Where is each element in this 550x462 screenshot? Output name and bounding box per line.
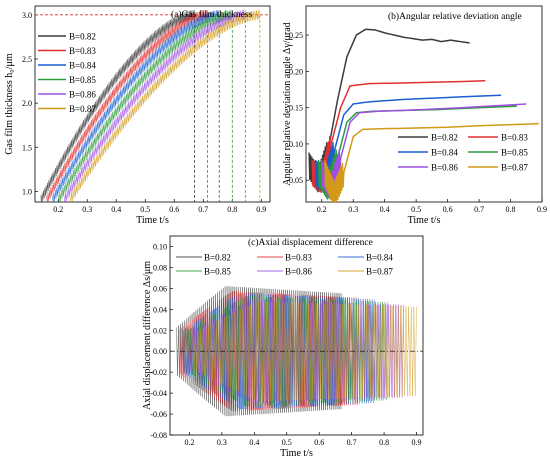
panel-c: 0.2 0.3 0.4 0.5 0.6 0.7 0.8 0.9 -0.08 -0.06 -0.04 -… <box>142 235 424 459</box>
x-tick-label: 0.7 <box>198 205 208 214</box>
y-tick-label: 0.02 <box>153 326 167 335</box>
x-tick-label: 0.4 <box>380 205 390 214</box>
y-tick-label: 0.06 <box>153 284 167 293</box>
series-line <box>52 9 220 202</box>
plot-frame <box>34 5 271 203</box>
y-tick-label: 0.10 <box>153 242 167 251</box>
x-axis-label: Time t/s <box>408 215 441 226</box>
y-tick-label: 1.5 <box>22 143 32 152</box>
series-line <box>46 9 208 202</box>
legend-label: B=0.87 <box>366 267 393 277</box>
x-tick-label: 0.2 <box>184 438 194 447</box>
y-tick-label: 2.5 <box>22 55 32 64</box>
y-tick-label: 0.05 <box>289 176 303 185</box>
x-tick-label: 0.2 <box>53 205 63 214</box>
plot-area <box>170 286 423 417</box>
x-tick-label: 0.4 <box>249 438 259 447</box>
legend-label: B=0.83 <box>69 46 96 56</box>
x-axis-label: Time t/s <box>136 215 169 226</box>
legend-label: B=0.86 <box>431 163 458 173</box>
panel-b: 0.2 0.3 0.4 0.5 0.6 0.7 0.8 0.9 0.05 0.10 0.15 0.20… <box>282 5 547 226</box>
y-tick-label: -0.06 <box>150 410 167 419</box>
legend-label: B=0.86 <box>285 267 312 277</box>
legend-label: B=0.85 <box>204 267 231 277</box>
legend-label: B=0.87 <box>501 163 528 173</box>
series-line <box>324 122 539 202</box>
x-tick-label: 0.5 <box>282 438 292 447</box>
legend-label: B=0.84 <box>431 148 458 158</box>
x-tick-label: 0.6 <box>443 205 453 214</box>
y-tick-label: 2.0 <box>22 99 32 108</box>
y-tick-label: 0.10 <box>289 140 303 149</box>
series-line <box>57 9 233 202</box>
legend-label: B=0.84 <box>366 253 393 263</box>
x-tick-label: 0.9 <box>256 205 266 214</box>
x-tick-label: 0.8 <box>227 205 237 214</box>
x-tick-label: 0.7 <box>474 205 484 214</box>
plot-frame <box>169 235 424 436</box>
x-tick-label: 0.4 <box>111 205 121 214</box>
x-tick-label: 0.6 <box>314 438 324 447</box>
series-line <box>69 9 261 202</box>
plot-area <box>308 28 539 202</box>
y-tick-label: -0.04 <box>150 389 167 398</box>
legend-label: B=0.82 <box>204 253 231 263</box>
x-tick-label: 0.5 <box>140 205 150 214</box>
legend-label: B=0.87 <box>69 104 96 114</box>
x-tick-label: 0.9 <box>537 205 547 214</box>
series-line <box>192 301 417 402</box>
y-tick-label: 0.08 <box>153 263 167 272</box>
y-tick-label: 0.00 <box>153 347 167 356</box>
y-tick-label: -0.08 <box>150 431 167 440</box>
x-axis-label: Time t/s <box>280 448 313 459</box>
series-line <box>63 9 246 202</box>
x-tick-label: 0.3 <box>348 205 358 214</box>
x-tick-label: 0.5 <box>411 205 421 214</box>
legend-label: B=0.83 <box>285 253 312 263</box>
x-tick-label: 0.8 <box>379 438 389 447</box>
y-tick-label: 0.25 <box>289 31 303 40</box>
legend-label: B=0.86 <box>69 90 96 100</box>
legend-label: B=0.82 <box>69 32 96 42</box>
series-line <box>40 9 195 202</box>
y-tick-label: 0.15 <box>289 104 303 113</box>
legend-label: B=0.83 <box>501 133 528 143</box>
x-tick-label: 0.3 <box>82 205 92 214</box>
legend-label: B=0.85 <box>69 75 96 85</box>
x-tick-label: 0.3 <box>217 438 227 447</box>
legend-label: B=0.85 <box>501 148 528 158</box>
chart-title: (c)Axial displacement difference <box>248 237 373 248</box>
y-tick-label: -0.02 <box>150 368 167 377</box>
chart-title: (a)Gas film thickness <box>171 9 253 20</box>
chart-title: (b)Angular relative deviation angle <box>388 11 522 22</box>
y-tick-label: 3.0 <box>22 11 32 20</box>
x-tick-label: 0.6 <box>169 205 179 214</box>
y-tick-label: 0.04 <box>153 305 167 314</box>
plot-frame <box>305 5 543 203</box>
panel-a: 0.2 0.3 0.4 0.5 0.6 0.7 0.8 0.9 1.0 1.5 2.0 2.5 3.0 T… <box>4 5 271 226</box>
x-tick-label: 0.8 <box>506 205 516 214</box>
series-line <box>189 299 404 404</box>
x-tick-label: 0.7 <box>347 438 357 447</box>
y-tick-label: 1.0 <box>22 187 32 196</box>
x-tick-label: 0.2 <box>317 205 327 214</box>
y-axis-label: Gas film thickness h₀/μm <box>4 53 15 155</box>
x-tick-label: 0.9 <box>412 438 422 447</box>
y-axis-label: Axial displacement difference Δs/μm <box>142 261 153 410</box>
legend-box <box>174 248 420 280</box>
legend-label: B=0.84 <box>69 61 96 71</box>
legend-label: B=0.82 <box>431 133 458 143</box>
y-tick-label: 0.20 <box>289 67 303 76</box>
plot-area <box>35 9 270 202</box>
y-axis-label: Angular relative deviation angle Δγ/μrad <box>282 22 293 185</box>
